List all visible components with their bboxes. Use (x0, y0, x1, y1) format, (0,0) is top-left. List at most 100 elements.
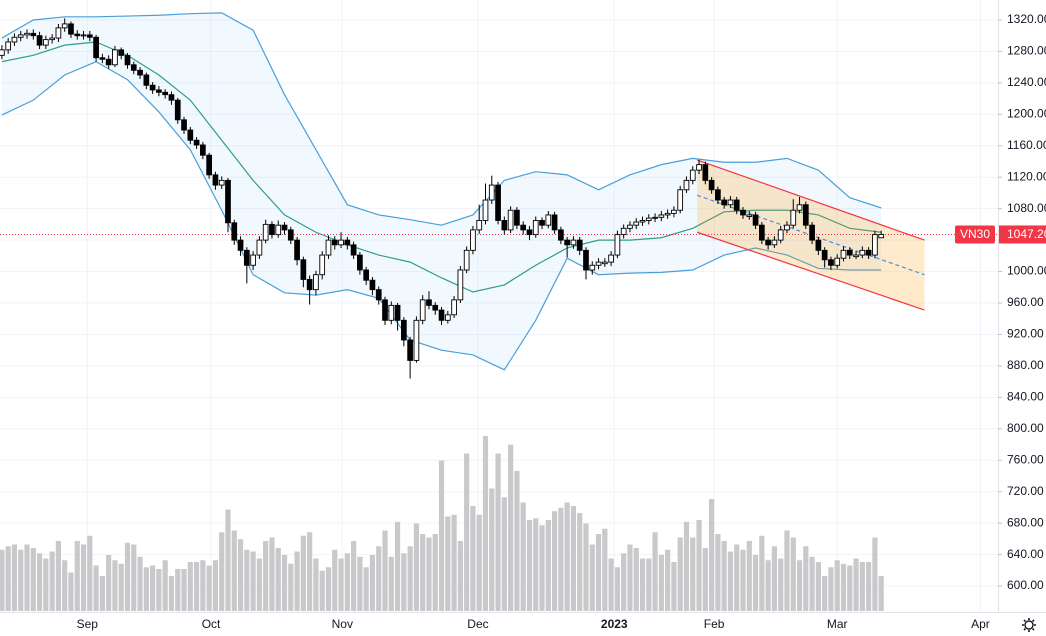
candle-body (162, 91, 169, 96)
candle-body (212, 174, 219, 186)
volume-bar (840, 563, 847, 611)
volume-bar (752, 555, 759, 611)
candle-body (432, 304, 439, 311)
y-tick-label: 1240.00 (1007, 75, 1046, 89)
candle-body (601, 261, 608, 265)
volume-bar (771, 546, 778, 611)
volume-bar (338, 558, 344, 611)
candle-body (627, 224, 633, 229)
candle-body (771, 239, 778, 246)
volume-bar (18, 549, 24, 611)
volume-bar (87, 535, 93, 611)
candle-body (300, 259, 307, 280)
y-tick-label: 880.00 (1007, 358, 1044, 372)
candle-body (865, 249, 872, 256)
volume-bar (639, 558, 646, 611)
volume-bar (68, 572, 74, 611)
volume-bar (244, 549, 250, 611)
channel-upper (696, 159, 925, 241)
candle-body (765, 239, 771, 246)
volume-bar (99, 576, 105, 611)
volume-bar (853, 558, 859, 611)
candle-body (708, 179, 715, 191)
volume-bar (181, 569, 187, 611)
candle-body (470, 229, 476, 251)
y-tick-label: 720.00 (1007, 484, 1044, 498)
volume-bar (175, 569, 181, 611)
candle-body (369, 279, 376, 291)
x-tick-label: Oct (202, 617, 221, 631)
volume-bar (288, 563, 294, 611)
volume-bar (275, 548, 281, 611)
volume-bar (281, 555, 288, 611)
candle-body (306, 278, 313, 291)
candle-body (828, 259, 834, 266)
candle-body (206, 154, 212, 176)
candle-body (407, 339, 413, 361)
volume-bar (709, 499, 715, 611)
candle-body (784, 224, 790, 231)
volume-bar (859, 562, 865, 611)
volume-bar (803, 546, 809, 611)
volume-bar (43, 558, 49, 611)
volume-bar (231, 530, 237, 611)
candle-body (181, 119, 187, 131)
volume-bar (677, 537, 683, 611)
volume-bar (627, 544, 633, 611)
volume-bar (464, 453, 470, 611)
candle-body (68, 23, 74, 35)
candle-body (0, 49, 5, 56)
volume-bar (112, 560, 118, 611)
band-fill (1, 12, 882, 370)
volume-bar (369, 555, 376, 611)
candle-body (696, 164, 702, 171)
volume-bar (193, 562, 200, 611)
volume-bar (608, 558, 614, 611)
volume-bar (715, 534, 721, 611)
volume-bar (457, 541, 463, 611)
candle-body (200, 144, 206, 156)
settings-button[interactable] (1022, 618, 1036, 632)
volume-bar (558, 507, 564, 611)
band-lower (1, 60, 882, 371)
volume-bar (187, 562, 193, 611)
volume-bar (432, 534, 438, 611)
candle-body (746, 214, 753, 217)
candle-body (664, 212, 671, 216)
candle-body (281, 224, 288, 231)
x-tick-label: Nov (332, 617, 353, 631)
volume-bar (683, 521, 690, 611)
volume-bar (539, 525, 545, 611)
channel-lower (696, 231, 925, 311)
y-tick-label: 1200.00 (1007, 106, 1046, 120)
candle-body (595, 261, 602, 266)
y-tick-label: 600.00 (1007, 578, 1044, 592)
y-tick-label: 1320.00 (1007, 12, 1046, 26)
x-tick-label: Sep (77, 617, 99, 631)
candle-body (539, 220, 545, 226)
candle-body (413, 319, 420, 361)
candle-body (61, 23, 68, 29)
x-tick-label: Mar (827, 617, 848, 631)
band-middle (1, 41, 882, 293)
candle-body (256, 239, 263, 256)
candle-body (583, 249, 589, 271)
y-tick-label: 920.00 (1007, 327, 1044, 341)
candle-body (269, 223, 275, 236)
y-tick-label: 800.00 (1007, 421, 1044, 435)
candle-body (225, 179, 231, 224)
volume-bar (344, 553, 350, 611)
candle-body (275, 224, 282, 236)
volume-bar (702, 548, 708, 611)
volume-bar (413, 523, 420, 611)
volume-bar (866, 562, 872, 611)
label-layer: 600.00 640.00 680.00 720.00 760.00 800.00 840.… (77, 12, 1046, 631)
candle-body (17, 34, 24, 38)
volume-bar (489, 488, 495, 611)
volume-bar (36, 553, 43, 611)
candle-body (93, 36, 99, 59)
volume-bar (357, 556, 363, 611)
candle-body (400, 319, 407, 341)
volume-layer (0, 436, 884, 611)
grid (0, 0, 998, 612)
